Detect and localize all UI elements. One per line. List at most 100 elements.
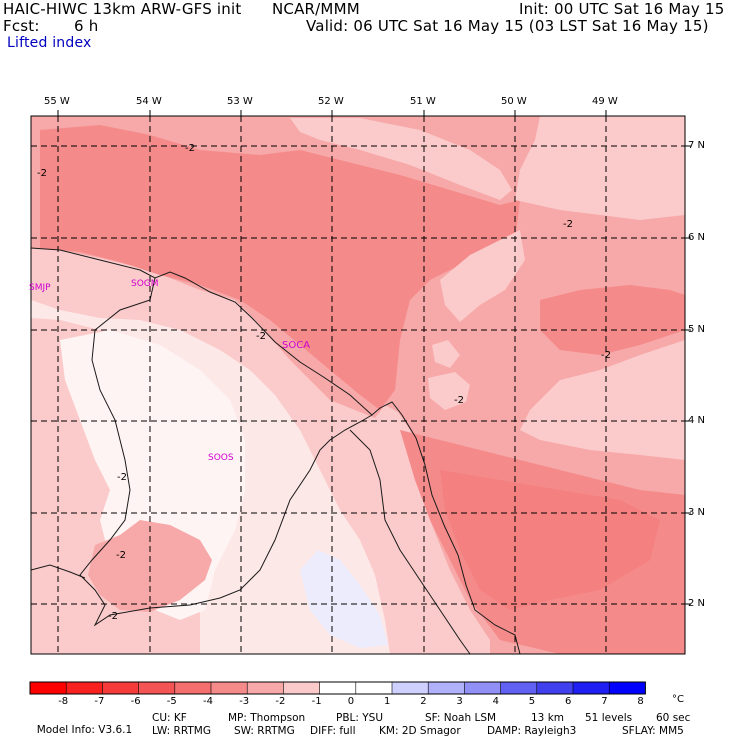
colorbar-tick-label: 6 xyxy=(565,696,572,707)
sflay-scheme: SFLAY: MM5 xyxy=(622,725,684,737)
mp-scheme: MP: Thompson xyxy=(228,712,306,724)
colorbar-swatch xyxy=(283,682,320,694)
contour-label: -2 xyxy=(108,611,118,622)
colorbar-swatch xyxy=(102,682,139,694)
colorbar-swatch xyxy=(66,682,103,694)
colorbar-tick-label: -2 xyxy=(275,696,286,707)
colorbar-tick-label: -8 xyxy=(58,696,69,707)
colorbar-tick-label: -7 xyxy=(94,696,105,707)
contour-label: -2 xyxy=(256,331,266,342)
resolution: 13 km xyxy=(531,712,565,724)
graticule xyxy=(31,116,685,654)
colorbar-swatch xyxy=(174,682,211,694)
colorbar-swatch xyxy=(355,682,392,694)
colorbar-swatch xyxy=(573,682,610,694)
valid-time: Valid: 06 UTC Sat 16 May 15 (03 LST Sat … xyxy=(306,17,709,35)
lon-label: 49 W xyxy=(592,96,618,107)
lat-label: 5 N xyxy=(688,324,706,335)
lat-label: 4 N xyxy=(688,415,706,426)
sf-scheme: SF: Noah LSM xyxy=(425,712,497,724)
colorbar-swatch xyxy=(138,682,175,694)
li-near-zero-region xyxy=(31,300,390,654)
pbl-scheme: PBL: YSU xyxy=(336,712,384,724)
contour-label: -2 xyxy=(116,550,126,561)
colorbar-tick-label: 2 xyxy=(420,696,427,707)
li-light-pocket-small1 xyxy=(432,340,460,368)
coastline xyxy=(30,247,521,655)
lon-label: 50 W xyxy=(501,96,527,107)
station-label: SOCA xyxy=(282,340,311,351)
colorbar-frame xyxy=(29,681,646,695)
colorbar-tick-label: -6 xyxy=(130,696,141,707)
lat-label: 3 N xyxy=(688,507,706,518)
organization-label: NCAR/MMM xyxy=(272,0,360,18)
lon-label: 53 W xyxy=(227,96,253,107)
colorbar-swatch xyxy=(30,682,67,694)
forecast-hour: 6 h xyxy=(74,17,99,35)
colorbar-swatch xyxy=(464,682,501,694)
contour-label: -2 xyxy=(454,395,464,406)
diff-scheme: DIFF: full xyxy=(310,725,356,737)
station-label: SOOS xyxy=(208,453,234,463)
contour-label: -2 xyxy=(185,143,195,154)
sw-scheme: SW: RRTMG xyxy=(234,725,295,737)
contour-label: -2 xyxy=(601,350,611,361)
lat-label: 6 N xyxy=(688,232,706,243)
colorbar xyxy=(29,681,646,695)
contour-label: -2 xyxy=(37,168,47,179)
colorbar-swatch xyxy=(392,682,429,694)
colorbar-tick-label: 4 xyxy=(492,696,499,707)
damp-scheme: DAMP: Rayleigh3 xyxy=(487,725,577,737)
colorbar-unit: °C xyxy=(672,694,684,705)
lat-label: 7 N xyxy=(688,140,706,151)
colorbar-swatch xyxy=(428,682,465,694)
cu-scheme: CU: KF xyxy=(152,712,187,724)
colorbar-swatch xyxy=(500,682,537,694)
lat-label: 2 N xyxy=(688,598,706,609)
chart-title: HAIC-HIWC 13km ARW-GFS init xyxy=(3,0,242,18)
li-minus4-to-minus3-north xyxy=(40,125,520,410)
colorbar-tick-label: 0 xyxy=(347,696,355,707)
frame-ticks xyxy=(57,110,691,605)
colorbar-tick-label: -3 xyxy=(239,696,250,707)
li-light-pocket-east xyxy=(440,230,525,322)
colorbar-swatch xyxy=(319,682,356,694)
station-label: SMJP xyxy=(29,283,51,293)
colorbar-swatch xyxy=(536,682,573,694)
colorbar-tick-label: 8 xyxy=(637,696,644,707)
lon-label: 52 W xyxy=(318,96,344,107)
lon-label: 54 W xyxy=(136,96,162,107)
li-light-pocket-north xyxy=(290,118,512,200)
colorbar-swatch xyxy=(211,682,248,694)
station-label: SOGM xyxy=(131,279,159,289)
colorbar-swatch xyxy=(247,682,284,694)
lon-label: 55 W xyxy=(44,96,70,107)
contour-label: -2 xyxy=(117,472,127,483)
li-positive-patch xyxy=(300,550,388,648)
km-scheme: KM: 2D Smagor xyxy=(379,725,461,737)
model-version: Model Info: V3.6.1 xyxy=(36,724,133,736)
timestep: 60 sec xyxy=(656,712,691,724)
colorbar-tick-label: -5 xyxy=(166,696,177,707)
colorbar-tick-label: 7 xyxy=(601,696,608,707)
li-light-pocket-small2 xyxy=(428,372,470,410)
map-frame xyxy=(30,115,686,655)
li-minus4-core-southeast xyxy=(440,470,660,610)
lw-scheme: LW: RRTMG xyxy=(152,725,211,737)
colorbar-tick-label: 5 xyxy=(528,696,536,707)
li-light-band-east xyxy=(520,340,685,460)
colorbar-tick-label: 1 xyxy=(384,696,391,707)
contour-label: -2 xyxy=(563,219,573,230)
levels: 51 levels xyxy=(585,712,633,724)
colorbar-swatch xyxy=(609,682,646,694)
colorbar-tick-label: 3 xyxy=(456,696,463,707)
lon-label: 51 W xyxy=(410,96,436,107)
colorbar-tick-label: -4 xyxy=(203,696,213,707)
model-info-line1: Model Info: V3.6.1 xyxy=(30,712,133,736)
li-minus4-patch-east xyxy=(540,285,685,355)
init-time: Init: 00 UTC Sat 16 May 15 xyxy=(519,0,725,18)
field-name: Lifted index xyxy=(7,35,92,51)
forecast-label: Fcst: xyxy=(3,17,40,35)
colorbar-tick-label: -1 xyxy=(311,696,322,707)
